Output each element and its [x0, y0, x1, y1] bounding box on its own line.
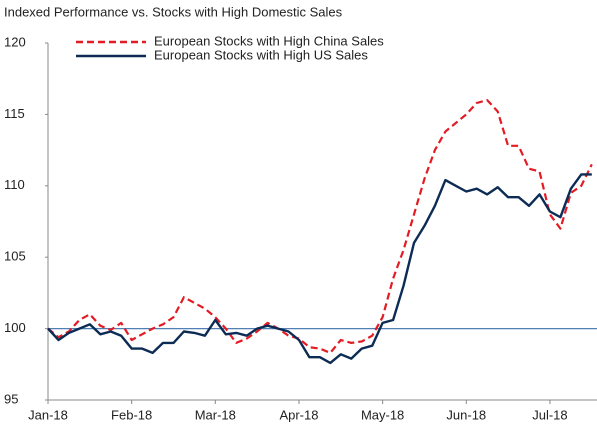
y-tick-label: 95	[4, 391, 18, 406]
series-line	[47, 99, 593, 354]
y-tick-label: 105	[4, 249, 26, 264]
y-tick-label: 120	[4, 34, 26, 49]
x-tick-label: Apr-18	[279, 407, 318, 422]
legend-label: European Stocks with High US Sales	[154, 47, 368, 62]
chart-title: Indexed Performance vs. Stocks with High…	[4, 4, 343, 19]
y-tick-label: 100	[4, 320, 26, 335]
legend-label: European Stocks with High China Sales	[154, 33, 384, 48]
x-tick-label: Feb-18	[111, 407, 152, 422]
x-tick-label: Jun-18	[446, 407, 486, 422]
series-line	[47, 173, 592, 365]
x-tick-label: Jul-18	[532, 407, 567, 422]
x-tick-label: Jan-18	[28, 407, 68, 422]
x-tick-label: Mar-18	[195, 407, 236, 422]
y-tick-label: 115	[4, 106, 25, 121]
x-tick-label: May-18	[361, 407, 404, 422]
y-tick-label: 110	[4, 177, 25, 192]
